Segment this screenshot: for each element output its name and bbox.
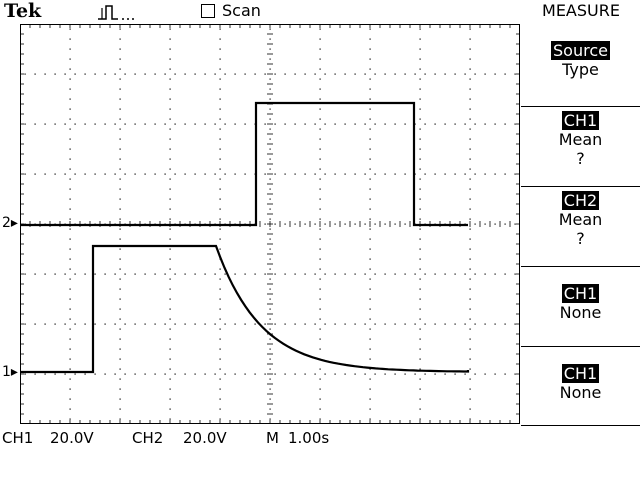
measure1-type: Mean bbox=[558, 130, 603, 149]
ch2-trace bbox=[20, 101, 468, 227]
ch2-label: CH2 bbox=[132, 429, 164, 447]
measure4-source: CH1 bbox=[561, 364, 600, 383]
menu-item-ch1-none-b[interactable]: CH1 None bbox=[521, 346, 640, 426]
measure-menu: Source Type CH1 Mean ? CH2 Mean ? CH1 No… bbox=[521, 24, 640, 426]
menu-item-ch2-mean[interactable]: CH2 Mean ? bbox=[521, 186, 640, 266]
waveform-display bbox=[20, 24, 520, 424]
menu-title: MEASURE bbox=[542, 1, 620, 20]
measure3-source: CH1 bbox=[561, 284, 600, 303]
status-bar: CH1 20.0V CH2 20.0V M 1.00s bbox=[0, 427, 640, 449]
ch1-volts-div: 20.0V bbox=[50, 429, 94, 447]
measure2-type: Mean bbox=[558, 210, 603, 229]
menu-item-ch1-none-a[interactable]: CH1 None bbox=[521, 266, 640, 346]
menu-item-ch1-mean[interactable]: CH1 Mean ? bbox=[521, 106, 640, 186]
ch1-label: CH1 bbox=[2, 429, 34, 447]
measure1-source: CH1 bbox=[561, 111, 600, 130]
ch1-trace bbox=[20, 244, 470, 374]
graticule bbox=[20, 24, 520, 424]
source-type-value: Type bbox=[562, 60, 599, 79]
scan-toggle[interactable]: Scan bbox=[201, 1, 261, 20]
measure2-value: ? bbox=[576, 229, 585, 248]
scan-checkbox-icon[interactable] bbox=[201, 3, 215, 18]
timebase-label: M bbox=[266, 429, 279, 447]
ch1-ground-marker: 1▸ bbox=[2, 364, 18, 380]
timebase-value: 1.00s bbox=[288, 429, 330, 447]
measure3-type: None bbox=[559, 303, 602, 322]
measure2-source: CH2 bbox=[561, 191, 600, 210]
source-type-heading: Source bbox=[551, 41, 610, 60]
pulse-trigger-icon bbox=[98, 5, 134, 20]
measure4-type: None bbox=[559, 383, 602, 402]
brand-logo: Tek bbox=[4, 0, 42, 22]
ch2-ground-marker: 2▸ bbox=[2, 215, 18, 231]
measure1-value: ? bbox=[576, 149, 585, 168]
ch2-volts-div: 20.0V bbox=[183, 429, 227, 447]
menu-item-source-type[interactable]: Source Type bbox=[521, 24, 640, 106]
scan-label: Scan bbox=[222, 1, 261, 20]
